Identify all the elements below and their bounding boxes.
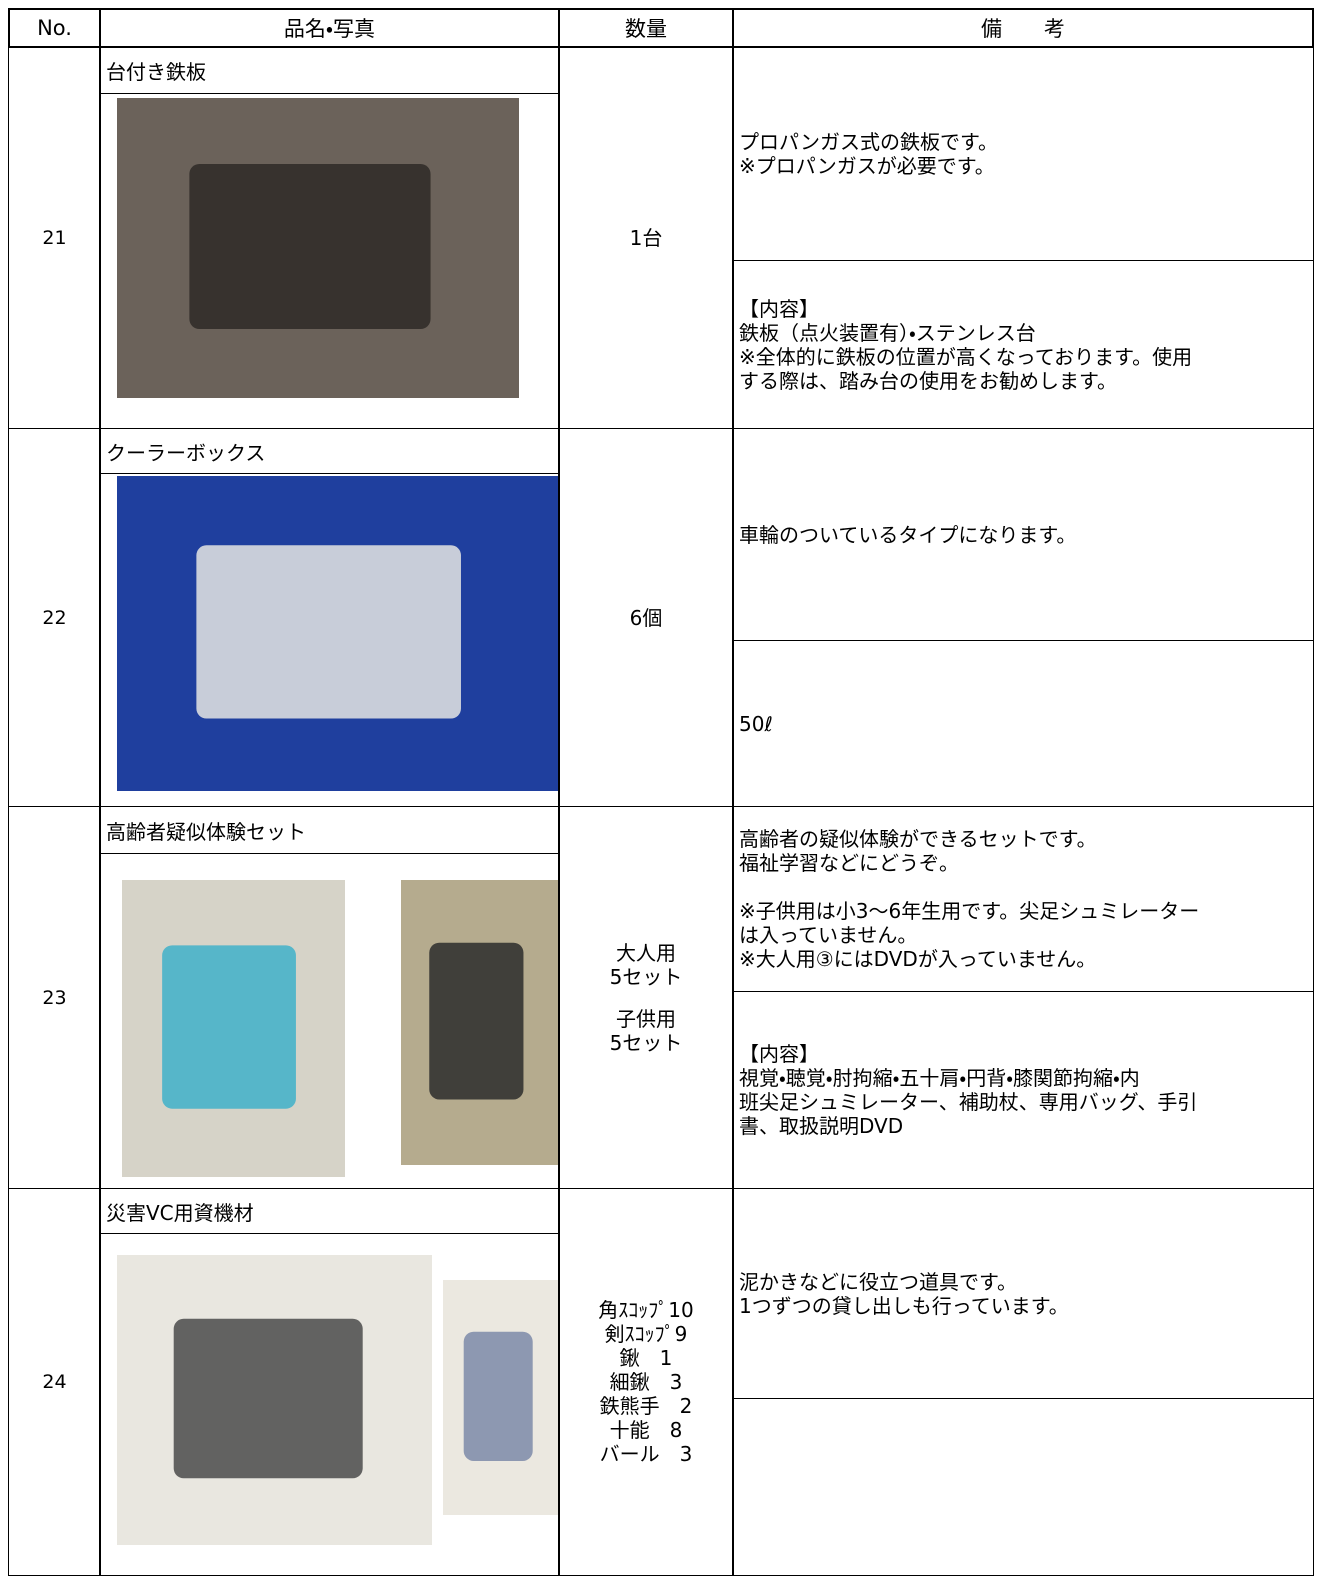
quantity-cell: 6個 — [558, 428, 734, 807]
no-cell: 22 — [8, 428, 101, 807]
photo — [122, 880, 345, 1177]
remarks-bottom — [732, 1398, 1314, 1576]
quantity-cell: 1台 — [558, 46, 734, 429]
remarks-bottom: 【内容】 鉄板（点火装置有）・ステンレス台 ※全体的に鉄板の位置が高くなっており… — [732, 260, 1314, 429]
no-cell: 21 — [8, 46, 101, 429]
quantity: 1台 — [629, 225, 663, 250]
photo — [117, 1255, 432, 1545]
header-quantity: 数量 — [558, 8, 734, 48]
header-remarks: 備 考 — [732, 8, 1314, 48]
no-cell: 24 — [8, 1188, 101, 1576]
quantity: 大人用 5セット — [609, 940, 683, 989]
photo — [117, 476, 558, 791]
photo — [401, 880, 558, 1165]
remarks-top: 車輪のついているタイプになります。 — [732, 428, 1314, 641]
quantity-cell: 大人用 5セット 子供用 5セット — [558, 806, 734, 1189]
name-cell: クーラーボックス — [99, 428, 560, 474]
quantity: 角ｽｺｯﾌﾟ10 剣ｽｺｯﾌﾟ9 鍬 1 細鍬 3 鉄熊手 2 十能 8 バール… — [598, 1298, 694, 1466]
no-cell: 23 — [8, 806, 101, 1189]
quantity: 6個 — [629, 605, 663, 630]
name-cell: 台付き鉄板 — [99, 46, 560, 94]
photo — [443, 1280, 558, 1515]
header-name: 品名・写真 — [99, 8, 560, 48]
name-cell: 災害VC用資機材 — [99, 1188, 560, 1234]
photo — [117, 98, 519, 398]
quantity: 子供用 5セット — [609, 1006, 683, 1055]
remarks-top: プロパンガス式の鉄板です。 ※プロパンガスが必要です。 — [732, 46, 1314, 261]
remarks-top: 高齢者の疑似体験ができるセットです。 福祉学習などにどうぞ。 ※子供用は小3～6… — [732, 806, 1314, 992]
header-no: No. — [8, 8, 101, 48]
remarks-top: 泥かきなどに役立つ道具です。 1つずつの貸し出しも行っています。 — [732, 1188, 1314, 1399]
remarks-bottom: 【内容】 視覚・聴覚・肘拘縮・五十肩・円背・膝関節拘縮・内 班尖足シュミレーター… — [732, 991, 1314, 1189]
quantity-cell: 角ｽｺｯﾌﾟ10 剣ｽｺｯﾌﾟ9 鍬 1 細鍬 3 鉄熊手 2 十能 8 バール… — [558, 1188, 734, 1576]
name-cell: 高齢者疑似体験セット — [99, 806, 560, 854]
remarks-bottom: 50ℓ — [732, 640, 1314, 807]
